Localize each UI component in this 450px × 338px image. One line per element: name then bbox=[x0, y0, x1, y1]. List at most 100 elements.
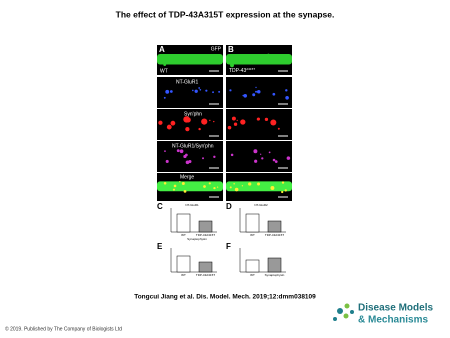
category-label: WT bbox=[181, 273, 186, 277]
puncta bbox=[181, 181, 185, 185]
puncta bbox=[194, 89, 198, 93]
puncta bbox=[233, 182, 235, 185]
x-label: Synaptophysin bbox=[187, 237, 207, 241]
puncta bbox=[240, 119, 246, 125]
puncta bbox=[236, 119, 238, 121]
puncta bbox=[201, 118, 208, 125]
category-label: TDP-43A315T bbox=[265, 233, 284, 237]
puncta bbox=[227, 125, 232, 130]
puncta bbox=[179, 149, 184, 154]
puncta bbox=[188, 59, 191, 62]
puncta bbox=[185, 126, 190, 132]
puncta bbox=[281, 181, 285, 184]
puncta bbox=[241, 185, 244, 187]
puncta bbox=[230, 63, 234, 68]
logo-dot bbox=[344, 303, 350, 309]
image-label: NT-GluR1/Syn'phn bbox=[172, 143, 214, 149]
category-label: TDP-43A315T bbox=[196, 233, 215, 237]
panel-label: F bbox=[226, 242, 231, 251]
puncta bbox=[166, 124, 172, 130]
puncta bbox=[183, 190, 187, 193]
panel-label: C bbox=[157, 202, 163, 211]
bar bbox=[176, 255, 191, 273]
panel-label: E bbox=[157, 242, 163, 251]
category-label: TDP-43A315T bbox=[196, 273, 215, 277]
puncta bbox=[163, 181, 167, 185]
bar bbox=[267, 257, 282, 273]
puncta bbox=[213, 155, 216, 159]
puncta bbox=[234, 187, 239, 192]
puncta bbox=[172, 188, 175, 191]
panel-label: A bbox=[159, 45, 165, 54]
image-label: NT-GluR1 bbox=[176, 79, 198, 85]
puncta bbox=[165, 89, 170, 94]
puncta bbox=[284, 189, 287, 192]
puncta bbox=[256, 117, 260, 121]
puncta bbox=[233, 122, 238, 126]
puncta bbox=[281, 190, 284, 194]
bar bbox=[245, 213, 260, 233]
puncta bbox=[198, 127, 201, 131]
micrograph bbox=[157, 141, 223, 172]
puncta bbox=[164, 150, 166, 153]
puncta bbox=[270, 186, 275, 190]
puncta bbox=[163, 96, 166, 99]
image-label-sup: A315T bbox=[246, 67, 255, 71]
image-label: Syn'phn bbox=[184, 111, 202, 117]
puncta bbox=[257, 182, 261, 186]
micrographs: A B GFP WT TDP-43A315T NT-GluR1 Syn'phn NT-GluR… bbox=[157, 45, 292, 201]
puncta bbox=[173, 58, 176, 61]
dendrite bbox=[157, 181, 223, 192]
puncta bbox=[287, 157, 290, 160]
puncta bbox=[203, 185, 206, 188]
puncta bbox=[252, 93, 256, 97]
micrograph bbox=[157, 109, 223, 140]
logo-line2: & Mechanisms bbox=[358, 315, 428, 326]
puncta bbox=[229, 186, 232, 189]
puncta bbox=[270, 119, 277, 126]
image-label: WT bbox=[160, 68, 168, 74]
slide-title: The effect of TDP-43A315T expression at … bbox=[116, 9, 335, 19]
puncta bbox=[255, 90, 258, 93]
panel-label: B bbox=[228, 45, 234, 54]
puncta bbox=[163, 63, 167, 66]
image-label: GFP bbox=[211, 46, 222, 52]
puncta bbox=[209, 119, 211, 122]
puncta bbox=[213, 186, 216, 190]
puncta bbox=[268, 151, 271, 154]
puncta bbox=[158, 120, 163, 125]
bar bbox=[198, 261, 213, 273]
puncta bbox=[231, 116, 236, 121]
puncta bbox=[205, 89, 208, 92]
puncta bbox=[260, 153, 262, 155]
puncta bbox=[192, 89, 194, 92]
puncta bbox=[216, 186, 219, 188]
puncta bbox=[261, 157, 264, 160]
dendrite bbox=[226, 181, 292, 192]
copyright: © 2019. Published by The Company of Biol… bbox=[5, 325, 122, 332]
puncta bbox=[183, 154, 187, 159]
puncta bbox=[264, 117, 269, 122]
puncta bbox=[272, 92, 276, 96]
logo-line1: Disease Models bbox=[358, 303, 433, 314]
bar bbox=[176, 213, 191, 233]
panel-label: D bbox=[226, 202, 232, 211]
puncta bbox=[212, 91, 214, 94]
puncta bbox=[277, 127, 280, 130]
logo: Disease Models & Mechanisms bbox=[333, 303, 433, 326]
puncta bbox=[255, 86, 257, 89]
logo-dot bbox=[337, 308, 343, 314]
category-label: WT bbox=[250, 273, 255, 277]
logo-dot bbox=[350, 310, 354, 314]
micrograph bbox=[226, 141, 292, 172]
puncta bbox=[229, 89, 232, 92]
puncta bbox=[169, 90, 173, 93]
image-label: Merge bbox=[180, 174, 194, 180]
puncta bbox=[170, 120, 176, 126]
puncta bbox=[208, 182, 211, 185]
puncta bbox=[272, 158, 276, 162]
puncta bbox=[253, 149, 258, 154]
puncta bbox=[254, 159, 258, 163]
